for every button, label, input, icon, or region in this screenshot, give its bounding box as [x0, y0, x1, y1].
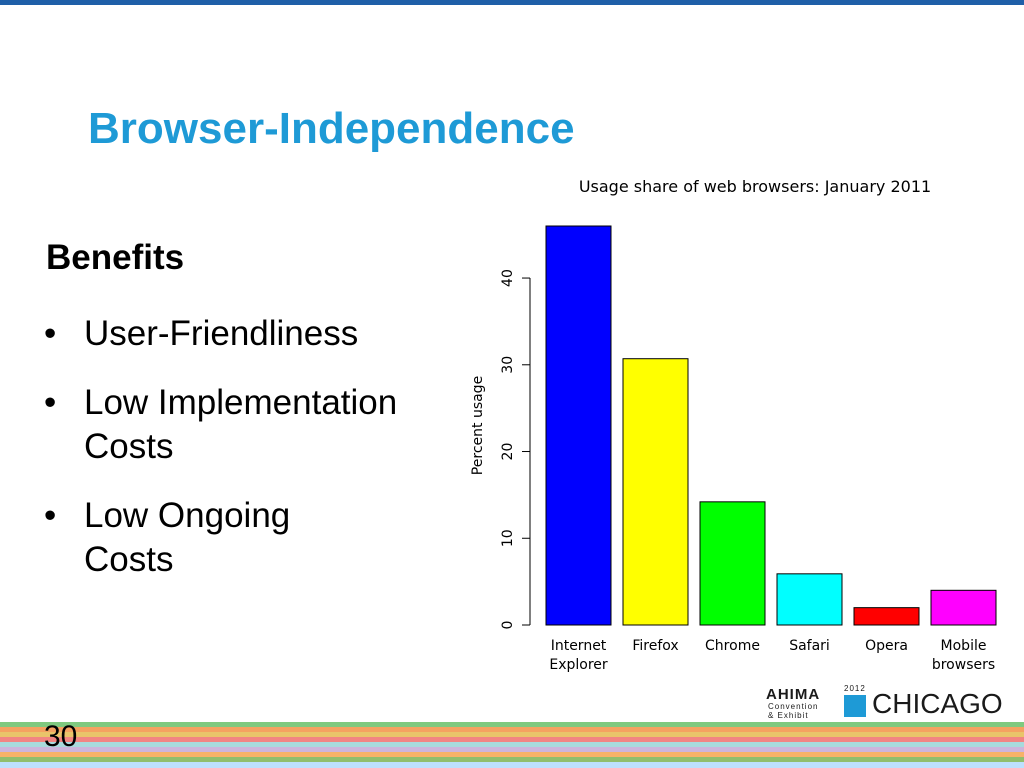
x-tick-label: Firefox [632, 638, 678, 654]
y-axis-label: Percent usage [470, 376, 486, 475]
logo-city: CHICAGO [872, 688, 1003, 719]
bar [622, 358, 689, 626]
x-tick-label: browsers [932, 657, 995, 673]
x-tick-label: Explorer [549, 657, 608, 673]
chart-title: Usage share of web browsers: January 201… [579, 177, 931, 196]
logo-line2: & Exhibit [768, 711, 809, 720]
slide-title: Browser-Independence [88, 104, 575, 153]
benefits-list: • User-Friendliness • Low Implementation… [44, 312, 464, 607]
y-tick-label: 0 [500, 621, 516, 630]
chicago-skyline-icon [844, 695, 866, 717]
top-rule [0, 0, 1024, 5]
x-tick-label: Internet [551, 638, 607, 654]
y-tick-label: 20 [500, 443, 516, 461]
bullet-dot: • [44, 383, 57, 422]
browser-usage-bar-chart: Usage share of web browsers: January 201… [470, 177, 997, 673]
bar [853, 607, 920, 626]
x-tick-label: Opera [865, 638, 908, 654]
logo-line1: Convention [768, 702, 819, 711]
y-tick-label: 10 [500, 529, 516, 547]
x-tick-label: Chrome [705, 638, 760, 654]
bar [776, 573, 843, 626]
x-tick-label: Safari [789, 638, 830, 654]
benefits-heading: Benefits [46, 238, 185, 277]
y-tick-label: 30 [500, 356, 516, 374]
bar [545, 225, 612, 626]
bar [699, 501, 766, 626]
footer-stripes [0, 722, 1024, 768]
bullet-item: • Low Ongoing Costs [44, 494, 464, 582]
page-number: 30 [44, 720, 78, 753]
bullet-dot: • [44, 496, 57, 535]
y-tick-label: 40 [500, 269, 516, 287]
bar [930, 589, 997, 626]
x-tick-label: Mobile [941, 638, 987, 654]
logo-org: AHIMA [766, 686, 821, 703]
bullet-text: Low Ongoing Costs [84, 496, 291, 579]
bullet-text: User-Friendliness [84, 314, 359, 353]
bullet-text: Low Implementation Costs [84, 383, 398, 466]
logo-convention: Convention & Exhibit [768, 702, 818, 720]
bullet-dot: • [44, 314, 57, 353]
logo-year: 2012 [844, 684, 866, 693]
bullet-item: • Low Implementation Costs [44, 381, 464, 469]
bullet-item: • User-Friendliness [44, 312, 464, 356]
ahima-chicago-logo: AHIMA Convention & Exhibit 2012 CHICAGO [766, 684, 1012, 722]
